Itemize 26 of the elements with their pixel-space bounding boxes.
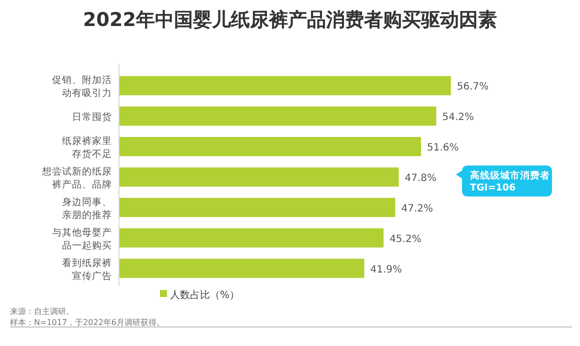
chart-title: 2022年中国婴儿纸尿裤产品消费者购买驱动因素	[83, 9, 497, 31]
y-tick-label: 促销、附加活动有吸引力	[52, 74, 112, 100]
data-label: 47.8%	[404, 173, 437, 184]
y-tick-label: 与其他母婴产品一起购买	[52, 226, 112, 252]
y-tick-label: 想尝试新的纸尿裤产品、品牌	[41, 166, 112, 190]
bar	[119, 167, 399, 187]
y-tick-label: 身边同事、亲朋的推荐	[62, 196, 112, 221]
data-label: 45.2%	[390, 234, 422, 245]
data-label: 51.6%	[427, 142, 459, 154]
text: 高线级城市消费者 TGI=106	[470, 170, 550, 194]
text: 样本：N=1017，于2022年6月调研获得。	[10, 318, 164, 327]
bar	[119, 76, 451, 96]
bar	[119, 228, 384, 248]
bar	[119, 136, 422, 156]
data-label: 47.2%	[401, 203, 434, 214]
data-label: 56.7%	[456, 82, 489, 93]
legend-label: 人数占比（%）	[170, 289, 240, 301]
source-note: 来源：自主调研。	[10, 307, 74, 316]
y-tick-label: 日常囤货	[72, 111, 112, 124]
bar	[119, 106, 436, 126]
bar	[119, 258, 364, 278]
bar	[119, 198, 396, 218]
y-tick-label: 看到纸尿裤宣传广告	[62, 256, 112, 282]
y-tick-label: 纸尿裤家里存货不足	[62, 135, 112, 160]
data-label: 41.9%	[370, 264, 402, 276]
data-label: 54.2%	[442, 112, 474, 124]
